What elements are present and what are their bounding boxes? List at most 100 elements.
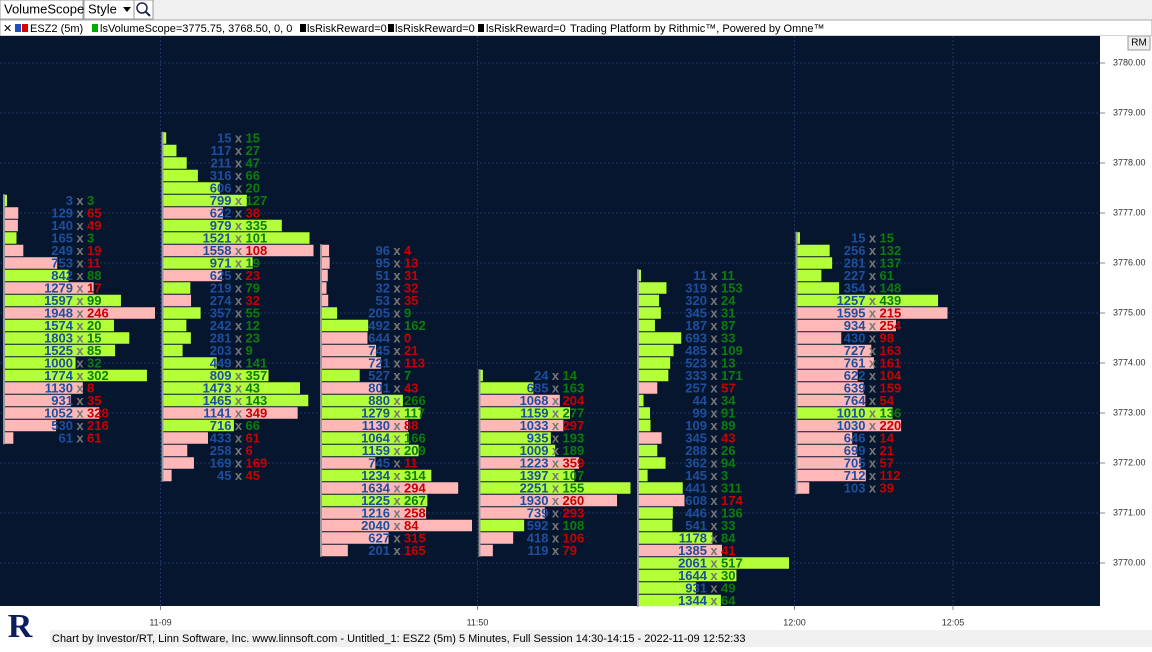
bid-volume: 281 — [844, 255, 866, 270]
volume-bar — [797, 282, 840, 294]
bid-volume: 625 — [210, 268, 232, 283]
ask-volume: 148 — [880, 280, 902, 295]
ask-volume: 14 — [880, 430, 895, 445]
ask-volume: 12 — [246, 318, 260, 333]
ask-volume: 15 — [87, 330, 101, 345]
volume-bar — [163, 157, 187, 169]
separator: x — [710, 543, 718, 558]
separator: x — [869, 230, 877, 245]
close-icon[interactable]: ✕ — [3, 23, 12, 35]
ask-volume: 20 — [246, 180, 260, 195]
bid-volume: 103 — [844, 480, 866, 495]
volume-bar — [5, 432, 14, 444]
ask-volume: 66 — [246, 418, 260, 433]
bid-volume: 1634 — [361, 480, 391, 495]
ask-volume: 91 — [721, 405, 735, 420]
bid-volume: 345 — [685, 305, 707, 320]
bid-volume: 227 — [844, 268, 866, 283]
separator: x — [552, 405, 560, 420]
separator: x — [235, 180, 243, 195]
volume-bar — [639, 569, 737, 582]
ask-volume: 9 — [404, 305, 411, 320]
separator: x — [869, 243, 877, 258]
volume-bar — [639, 369, 669, 382]
bid-volume: 257 — [685, 380, 707, 395]
bid-volume: 145 — [685, 468, 707, 483]
bid-volume: 3 — [66, 193, 73, 208]
dropdown-arrow — [123, 7, 131, 12]
volume-bar — [322, 382, 382, 394]
volume-bar — [322, 432, 409, 444]
ask-volume: 112 — [880, 468, 901, 483]
separator: x — [76, 243, 84, 258]
separator: x — [76, 330, 84, 345]
info-rr: lsRiskReward=0 — [395, 23, 475, 35]
bid-volume: 362 — [685, 455, 707, 470]
separator: x — [869, 355, 877, 370]
separator: x — [235, 330, 243, 345]
ask-volume: 49 — [721, 580, 735, 595]
separator: x — [552, 393, 560, 408]
separator: x — [235, 380, 243, 395]
ask-volume: 20 — [87, 318, 101, 333]
ask-volume: 85 — [87, 343, 101, 358]
volume-bar — [480, 507, 545, 519]
y-tick-label: 3773.00 — [1113, 407, 1146, 417]
separator: x — [869, 380, 877, 395]
ask-volume: 357 — [246, 368, 268, 383]
ask-volume: 21 — [880, 443, 894, 458]
rm-badge[interactable] — [1127, 35, 1151, 51]
volume-bar — [480, 382, 534, 394]
separator: x — [393, 468, 401, 483]
separator: x — [235, 318, 243, 333]
volume-bar — [797, 394, 866, 407]
ask-volume: 215 — [880, 305, 902, 320]
separator: x — [393, 330, 401, 345]
ask-volume: 24 — [721, 293, 736, 308]
ask-volume: 9 — [246, 343, 253, 358]
ask-volume: 117 — [404, 405, 425, 420]
volume-bar — [322, 282, 327, 294]
volume-bar — [322, 407, 421, 419]
ask-volume: 14 — [563, 368, 578, 383]
ask-volume: 162 — [404, 318, 426, 333]
ask-volume: 109 — [721, 343, 743, 358]
separator: x — [76, 430, 84, 445]
separator: x — [76, 280, 84, 295]
bid-volume: 1465 — [203, 393, 232, 408]
separator: x — [235, 218, 243, 233]
bid-volume: 1225 — [361, 493, 390, 508]
separator: x — [710, 455, 718, 470]
rm-label: RM — [1131, 38, 1147, 49]
volume-bar — [639, 294, 660, 307]
bid-volume: 316 — [210, 168, 232, 183]
volume-bar — [322, 482, 459, 494]
separator: x — [710, 443, 718, 458]
separator: x — [710, 493, 718, 508]
separator: x — [393, 430, 401, 445]
separator: x — [552, 505, 560, 520]
ask-volume: 163 — [880, 343, 902, 358]
separator: x — [76, 318, 84, 333]
volume-bar — [480, 457, 580, 469]
bid-volume: 693 — [685, 330, 707, 345]
swatch — [92, 24, 98, 32]
bid-volume: 2251 — [520, 480, 549, 495]
x-tick-label: 11:50 — [467, 617, 489, 627]
ask-volume: 216 — [87, 418, 109, 433]
bid-volume: 44 — [693, 393, 708, 408]
separator: x — [235, 193, 243, 208]
bid-volume: 523 — [685, 355, 707, 370]
separator: x — [869, 318, 877, 333]
volume-bar — [322, 544, 348, 557]
toolbar-button[interactable] — [0, 0, 84, 20]
volume-bar — [163, 169, 198, 182]
y-tick-label: 3774.00 — [1113, 357, 1146, 367]
bid-volume: 1010 — [837, 405, 866, 420]
volume-bar — [163, 232, 310, 244]
bid-volume: 1473 — [203, 380, 232, 395]
separator: x — [393, 305, 401, 320]
bid-volume: 1774 — [44, 368, 74, 383]
status-bar — [0, 630, 1152, 647]
ask-volume: 246 — [87, 305, 109, 320]
